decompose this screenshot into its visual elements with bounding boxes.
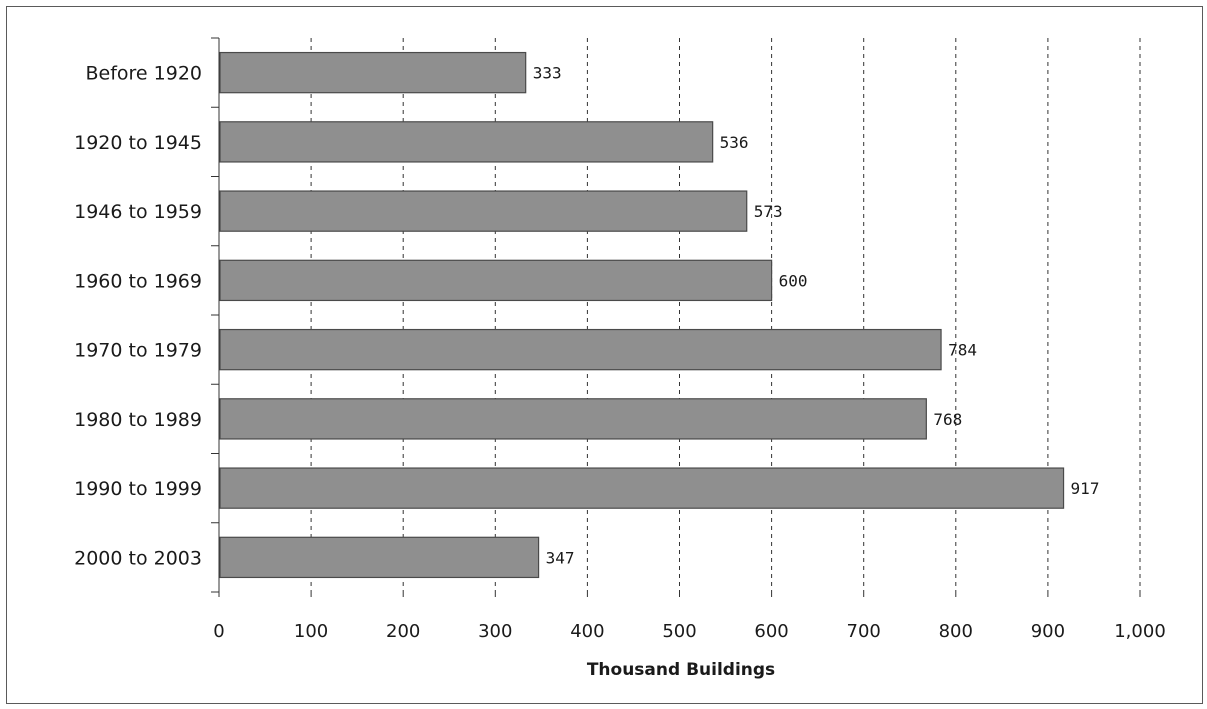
- labels: 0 100 200 300 400 500 600 700 800 900 1,000 Before …: [74, 63, 1166, 642]
- category-label: 1960 to 1969: [74, 270, 202, 292]
- x-tick-label: 1,000: [1114, 621, 1166, 642]
- x-tick-label: 400: [570, 621, 604, 642]
- x-tick-label: 0: [213, 621, 224, 642]
- category-label: Before 1920: [85, 63, 202, 85]
- data-label: 768: [933, 410, 962, 429]
- category-label: 1920 to 1945: [74, 132, 202, 154]
- x-tick-label: 800: [939, 621, 973, 642]
- data-label: 536: [720, 133, 749, 152]
- x-tick-label: 600: [754, 621, 788, 642]
- x-axis-title: Thousand Buildings: [587, 660, 775, 680]
- x-tick-label: 900: [1031, 621, 1065, 642]
- bars: [219, 51, 1065, 579]
- data-label: 600: [779, 271, 808, 290]
- category-label: 2000 to 2003: [74, 547, 202, 569]
- category-label: 1970 to 1979: [74, 340, 202, 362]
- x-tick-label: 500: [662, 621, 696, 642]
- data-label: 784: [948, 341, 977, 360]
- category-label: 1980 to 1989: [74, 409, 202, 431]
- bar: [219, 536, 540, 579]
- bar: [219, 398, 927, 440]
- bar: [219, 121, 714, 163]
- x-tick-label: 100: [294, 621, 328, 642]
- bar: [219, 328, 942, 371]
- bar: [219, 259, 773, 302]
- x-tick-label: 300: [478, 621, 512, 642]
- x-tick-label: 700: [847, 621, 881, 642]
- x-tick-label: 200: [386, 621, 420, 642]
- category-label: 1990 to 1999: [74, 478, 202, 500]
- data-label: 347: [546, 548, 575, 567]
- axes: [211, 37, 1141, 597]
- bar: [219, 467, 1065, 509]
- category-label: 1946 to 1959: [74, 201, 202, 223]
- grid-lines: [310, 38, 1141, 592]
- bar: [219, 190, 748, 232]
- bar: [219, 51, 527, 94]
- data-label: 573: [754, 202, 783, 221]
- data-label: 917: [1071, 479, 1100, 498]
- data-label: 333: [533, 64, 562, 83]
